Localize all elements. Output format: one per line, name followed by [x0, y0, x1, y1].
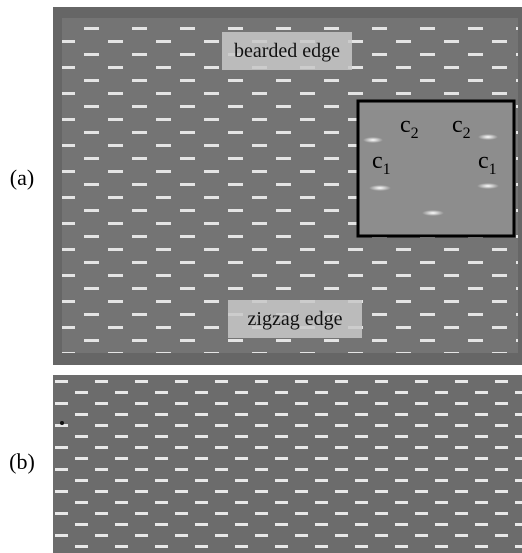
diffraction-spot: [478, 134, 498, 140]
annotation: bearded edge: [234, 40, 340, 62]
panel-b-lattice: [53, 375, 522, 553]
panel-label: (a): [10, 165, 34, 190]
diffraction-spot: [369, 185, 391, 191]
label-part: c: [478, 148, 489, 174]
label-part: c: [400, 112, 411, 138]
diffraction-spot: [422, 210, 444, 216]
figure-svg: bearded edge zigzag edge c2 c2 c1 c1 (a)…: [0, 0, 522, 553]
label-part: c: [452, 112, 463, 138]
figure: bearded edge zigzag edge c2 c2 c1 c1 (a)…: [0, 0, 522, 553]
label-part: c: [372, 148, 383, 174]
label-part: 2: [411, 125, 419, 142]
label-part: 2: [463, 125, 471, 142]
label-part: 1: [383, 161, 391, 178]
diffraction-spot: [363, 137, 383, 143]
annotation: zigzag edge: [248, 308, 343, 330]
label-part: 1: [489, 161, 497, 178]
panel-label: (b): [9, 449, 35, 474]
diffraction-spot: [477, 183, 499, 189]
defect: [60, 421, 64, 425]
